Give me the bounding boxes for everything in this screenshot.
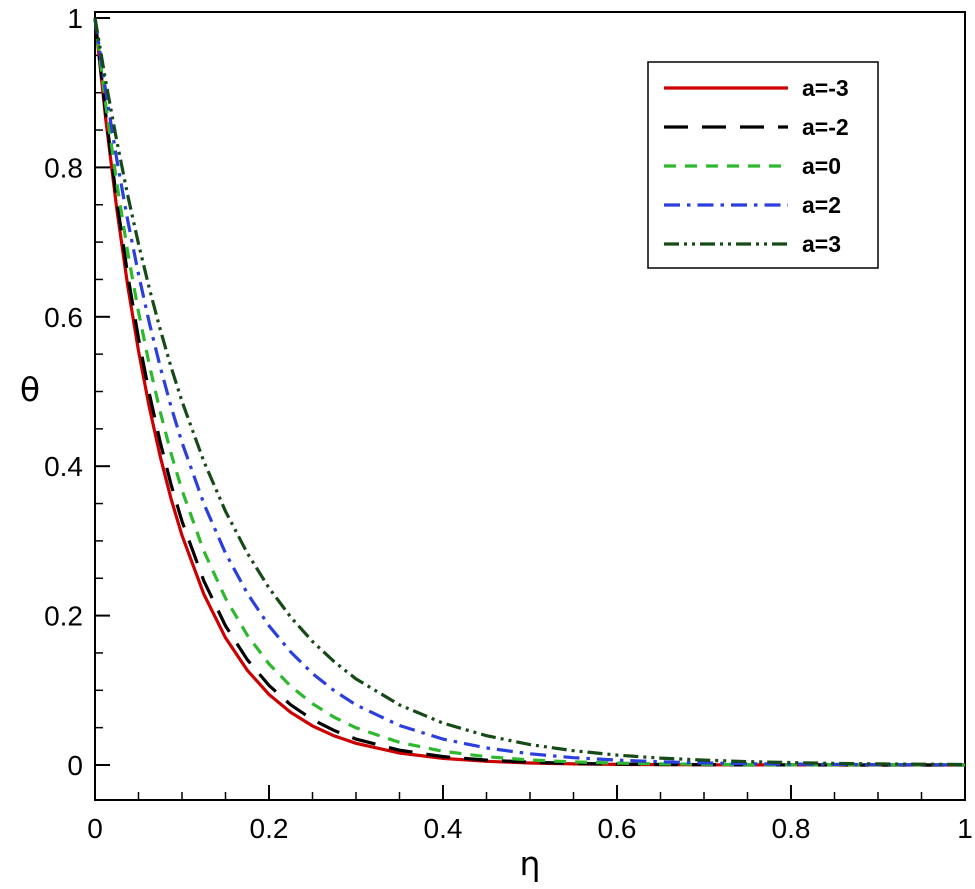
- legend-label: a=-3: [802, 75, 849, 101]
- series-line-a=0: [93, 17, 966, 767]
- x-tick-label: 0.6: [598, 813, 637, 844]
- series-line-a=3: [93, 17, 966, 767]
- x-tick-label: 0.4: [424, 813, 463, 844]
- y-tick-label: 1: [67, 3, 83, 34]
- y-tick-label: 0.8: [44, 152, 83, 183]
- x-tick-label: 1: [957, 813, 973, 844]
- y-tick-label: 0.2: [44, 601, 83, 632]
- y-tick-label: 0.4: [44, 451, 83, 482]
- y-tick-label: 0: [67, 750, 83, 781]
- legend-label: a=3: [802, 231, 841, 257]
- legend-label: a=2: [802, 192, 841, 218]
- y-tick-label: 0.6: [44, 302, 83, 333]
- x-tick-label: 0: [87, 813, 103, 844]
- series-line-a=2: [93, 17, 966, 767]
- x-axis-label: η: [519, 844, 541, 883]
- y-axis-label: θ: [19, 370, 41, 409]
- x-tick-label: 0.2: [250, 813, 289, 844]
- legend-label: a=-2: [802, 114, 849, 140]
- legend-label: a=0: [802, 153, 841, 179]
- x-tick-label: 0.8: [772, 813, 811, 844]
